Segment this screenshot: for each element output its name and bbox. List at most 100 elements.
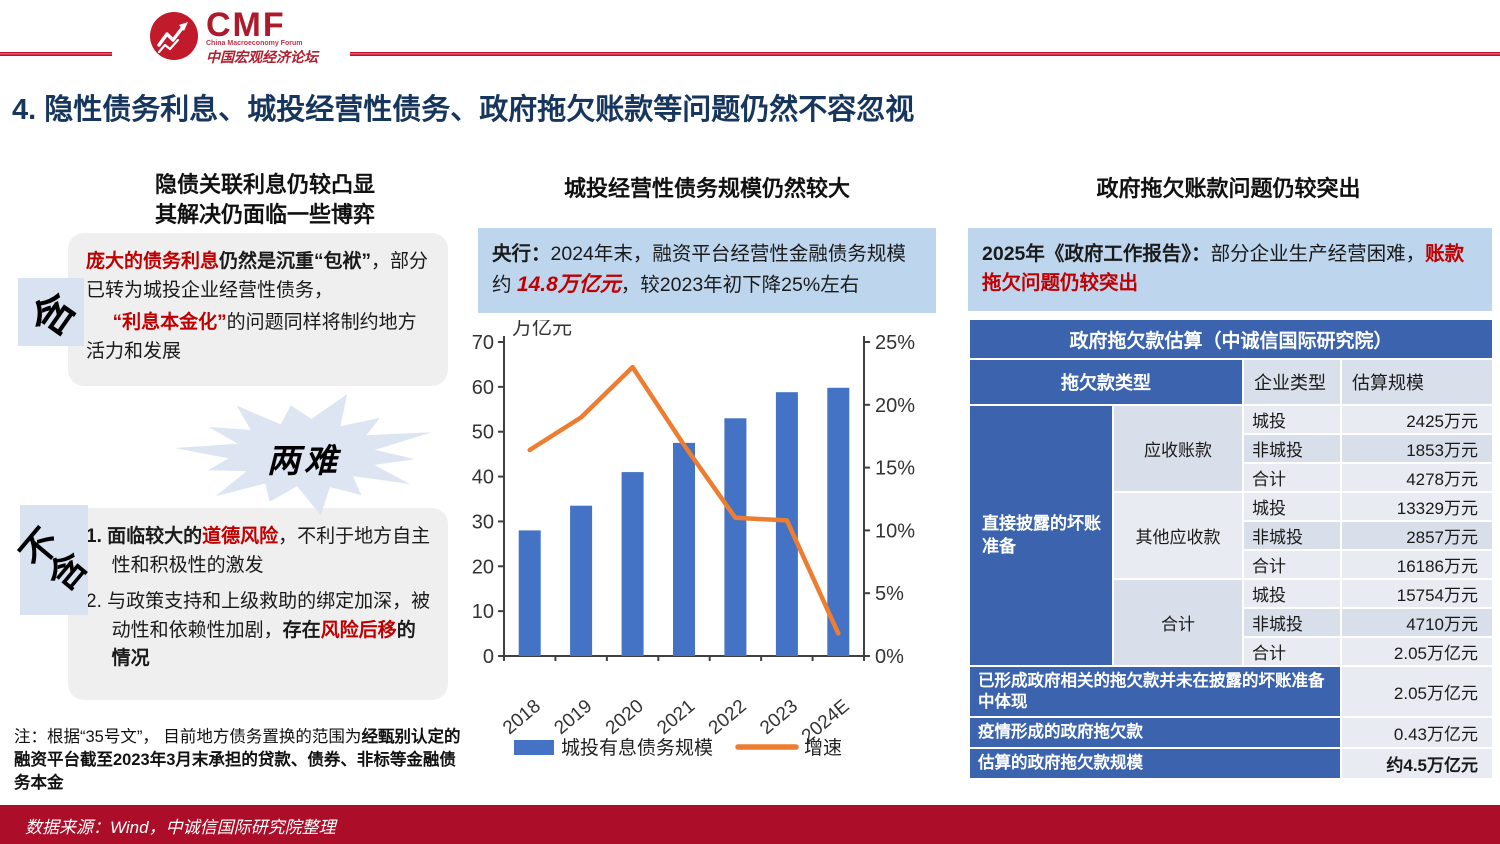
axis-unit-label: 万亿元 <box>512 320 572 339</box>
item2-tail: 的情况 <box>111 619 416 670</box>
legend-line-label: 增速 <box>804 737 842 759</box>
bar-2022 <box>724 418 747 656</box>
growth-rate-line <box>527 364 841 636</box>
enterprise-type-cell: 非城投 <box>1244 609 1340 636</box>
x-axis-label: 2019 <box>550 696 596 739</box>
middle-column-heading: 城投经营性债务规模仍然较大 <box>563 176 850 201</box>
item2-lead: 2. 与政策支持和上级救助的绑定加深，被动性和依赖性加剧， <box>86 591 431 641</box>
enterprise-type-cell: 城投 <box>1244 493 1340 520</box>
summary-row-value: 0.43万亿元 <box>1342 718 1493 747</box>
right-axis-tick: 15% <box>875 458 915 480</box>
dilemma-starburst: 两难 <box>148 388 460 520</box>
zigzag-chart-icon <box>157 22 188 54</box>
box1-paragraph1: 庞大的债务利息仍然是沉重“包袱”，部分已转为城投企业经营性债务， <box>86 248 432 305</box>
starburst-polygon <box>174 393 433 516</box>
enterprise-type-cell: 非城投 <box>1244 522 1340 549</box>
item2-red: 风险后移 <box>320 619 397 641</box>
left-column-heading: 隐债关联利息仍较凸显 其解决仍面临一些博弈 <box>70 170 460 229</box>
enterprise-type-cell: 合计 <box>1244 464 1340 491</box>
subgroup-label: 其他应收款 <box>1114 493 1242 578</box>
footnote-lead: 注：根据“35号文”， 目前地方债务置换的范围为 <box>14 728 362 746</box>
enterprise-type-cell: 非城投 <box>1244 435 1340 462</box>
table-title: 政府拖欠款估算（中诚信国际研究院） <box>970 320 1493 358</box>
item1-bold: 1. 面临较大的 <box>86 526 203 547</box>
subgroup-label: 应收账款 <box>1114 406 1242 491</box>
logo-acronym: CMF <box>206 6 286 44</box>
enterprise-type-cell: 城投 <box>1244 406 1340 433</box>
x-axis-label: 2022 <box>705 696 751 739</box>
pboc-callout-box: 央行：2024年末，融资平台经营性金融债务规模约 14.8万亿元，较2023年初… <box>478 228 936 313</box>
box1-paragraph2: “利息本金化”的问题同样将制约地方活力和发展 <box>86 309 432 366</box>
dilemma-item1: 1. 面临较大的道德风险，不利于地方自主性和积极性的激发 <box>86 523 432 580</box>
x-axis-label: 2023 <box>756 696 802 739</box>
footnote: 注：根据“35号文”， 目前地方债务置换的范围为经甄别认定的融资平台截至2023… <box>14 726 470 794</box>
pboc-highlight: 14.8万亿元 <box>516 273 621 297</box>
left-axis-tick: 40 <box>472 467 494 489</box>
bar-2020 <box>621 472 644 656</box>
col-header-type: 拖欠款类型 <box>970 360 1242 404</box>
badge-included: 含 <box>18 278 85 346</box>
left-axis-tick: 10 <box>472 601 494 623</box>
enterprise-type-cell: 合计 <box>1244 551 1340 578</box>
group-label: 直接披露的坏账准备 <box>970 406 1112 665</box>
scale-value-cell: 1853万元 <box>1342 435 1493 462</box>
item1-tail: ，不利于地方自主性和积极性的激发 <box>111 526 431 576</box>
bar-2021 <box>673 442 695 656</box>
left-axis-tick: 50 <box>472 422 494 444</box>
dilemma-points-box: 1. 面临较大的道德风险，不利于地方自主性和积极性的激发 2. 与政策支持和上级… <box>68 508 448 700</box>
cmf-logo-text: CMF China Macroeconomy Forum 中国宏观经济论坛 <box>206 8 318 67</box>
summary-row-label: 已形成政府相关的拖欠款并未在披露的坏账准备中体现 <box>970 667 1340 717</box>
left-axis-tick: 30 <box>472 511 494 533</box>
scale-value-cell: 4278万元 <box>1342 464 1493 491</box>
bar-2019 <box>570 505 593 656</box>
left-axis-tick: 60 <box>472 377 494 399</box>
summary-row-label: 估算的政府拖欠款规模 <box>970 748 1340 778</box>
x-axis-label: 2018 <box>499 696 545 739</box>
box1-red2: “利息本金化” <box>112 312 227 333</box>
cmf-logo-mark <box>150 12 198 60</box>
page-title: 4. 隐性债务利息、城投经营性债务、政府拖欠账款等问题仍然不容忽视 <box>12 94 915 126</box>
scale-value-cell: 2425万元 <box>1342 406 1493 433</box>
x-axis-label: 2021 <box>653 696 699 739</box>
dilemma-item2: 2. 与政策支持和上级救助的绑定加深，被动性和依赖性加剧，存在风险后移的情况 <box>86 588 432 674</box>
summary-row-value: 约4.5万亿元 <box>1342 748 1493 778</box>
pboc-body2: ，较2023年初下降25%左右 <box>620 274 860 297</box>
logo-subtitle-en: China Macroeconomy Forum <box>206 40 303 47</box>
debt-scale-chart: 0 10 20 30 40 50 60 70 0% 5% 10% 15% 20% 25% 万亿元 2018 20… <box>468 316 930 780</box>
data-source: 数据来源：Wind，中诚信国际研究院整理 <box>25 818 336 837</box>
subgroup-label: 合计 <box>1114 580 1242 665</box>
legend-bar-swatch <box>514 740 554 755</box>
col-header-scale: 估算规模 <box>1342 360 1493 404</box>
footer-bar: 数据来源：Wind，中诚信国际研究院整理 <box>0 805 1500 844</box>
logo-subtitle-cn: 中国宏观经济论坛 <box>206 51 318 66</box>
scale-value-cell: 15754万元 <box>1342 580 1493 607</box>
hidden-debt-interest-box: 庞大的债务利息仍然是沉重“包袱”，部分已转为城投企业经营性债务， “利息本金化”… <box>68 233 448 386</box>
right-axis-tick: 10% <box>875 520 915 542</box>
gov-report-callout-box: 2025年《政府工作报告》：部分企业生产经营困难，账款拖欠问题仍较突出 <box>968 228 1492 311</box>
item2-bold: 存在 <box>282 619 321 641</box>
left-axis-tick: 0 <box>483 646 494 668</box>
x-axis-label: 2020 <box>602 696 648 739</box>
left-axis-tick: 70 <box>472 332 494 354</box>
gov-highlight: 账款拖欠问题仍较突出 <box>982 243 1465 295</box>
summary-row-label: 疫情形成的政府拖欠款 <box>970 718 1340 747</box>
footnote-bold: 经甄别认定的融资平台截至2023年3月末承担的贷款、债券、非标等金融债务本金 <box>14 728 461 792</box>
bar-2024E <box>827 387 850 656</box>
gov-body1: 部分企业生产经营困难， <box>1210 243 1426 265</box>
scale-value-cell: 4710万元 <box>1342 609 1493 636</box>
header-divider-line <box>0 52 1500 56</box>
box1-tail: 的问题同样将制约地方活力和发展 <box>86 312 417 362</box>
enterprise-type-cell: 合计 <box>1244 638 1340 665</box>
right-axis-tick: 20% <box>875 395 915 417</box>
left-heading-line1: 隐债关联利息仍较凸显 <box>154 172 375 197</box>
right-axis-tick: 5% <box>875 583 904 605</box>
scale-value-cell: 16186万元 <box>1342 551 1493 578</box>
right-column-heading: 政府拖欠账款问题仍较突出 <box>1096 176 1361 201</box>
bar-2018 <box>518 530 541 656</box>
badge-not-included: 不含 <box>12 505 95 615</box>
right-axis-tick: 0% <box>875 646 904 668</box>
box1-bold1: 仍然是沉重“包袱” <box>219 251 372 272</box>
left-axis-tick: 20 <box>472 556 494 578</box>
enterprise-type-cell: 城投 <box>1244 580 1340 607</box>
